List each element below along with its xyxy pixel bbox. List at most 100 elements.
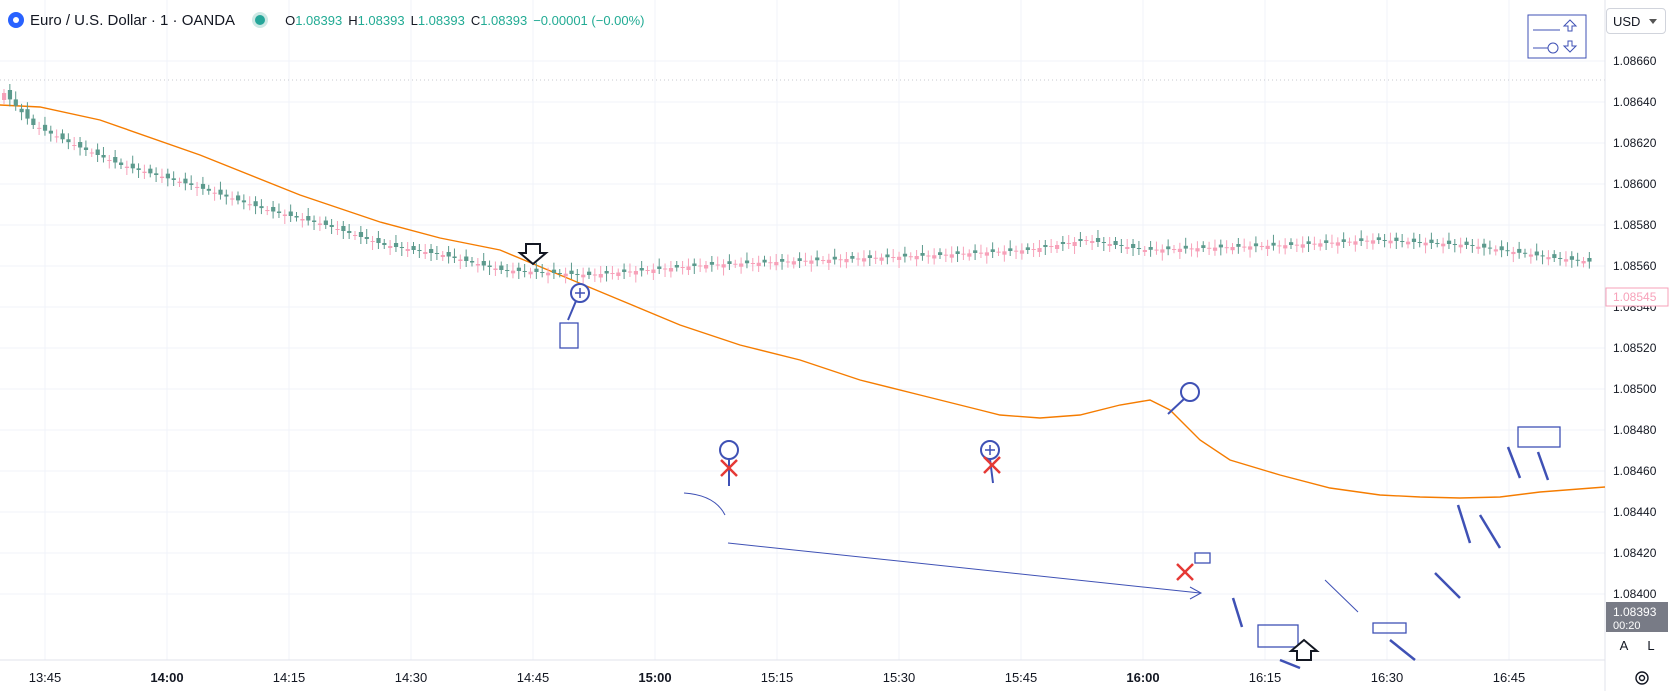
candle-body <box>1148 247 1153 250</box>
candle-body <box>651 269 656 273</box>
candle-body <box>66 139 71 143</box>
candle-body <box>750 263 755 264</box>
candle-body <box>1025 247 1030 250</box>
signal-stem <box>1167 398 1185 415</box>
candle-body <box>1406 241 1411 245</box>
candle-body <box>1482 243 1487 248</box>
range-box <box>559 322 579 349</box>
candle-body <box>780 259 785 262</box>
candle-body <box>1382 240 1387 241</box>
trend-stroke <box>1456 504 1472 544</box>
candle-body <box>1306 241 1311 244</box>
candle-body <box>493 268 498 270</box>
candle-body <box>165 173 170 179</box>
candle-body <box>37 127 42 129</box>
candle-body <box>1277 245 1282 247</box>
candle-body <box>1446 240 1452 244</box>
candle-body <box>516 267 521 271</box>
candle-body <box>1195 248 1200 252</box>
candle-body <box>1575 259 1580 261</box>
candle-body <box>645 270 650 271</box>
candle-body <box>1259 246 1264 247</box>
range-box <box>1517 426 1561 448</box>
candle-body <box>1177 248 1183 252</box>
candle-body <box>1294 244 1300 246</box>
candle-body <box>727 261 732 264</box>
candle-body <box>768 262 773 264</box>
candle-body <box>1528 254 1534 257</box>
trend-stroke <box>1279 658 1301 670</box>
candle-body <box>639 268 644 271</box>
candle-body <box>546 272 551 276</box>
candle-body <box>534 268 539 272</box>
candle-body <box>1253 243 1259 247</box>
legend-arrow-down-icon <box>1562 40 1578 53</box>
candle-body <box>1119 245 1124 246</box>
candle-body <box>990 249 995 252</box>
candle-body <box>236 195 241 201</box>
y-tick-label: 1.08400 <box>1613 587 1657 601</box>
candle-body <box>78 142 83 148</box>
x-tick-label: 15:00 <box>638 670 671 685</box>
candle-body <box>785 261 791 263</box>
candle-body <box>1581 261 1586 264</box>
candle-body <box>388 246 393 248</box>
candle-body <box>973 250 978 253</box>
gear-icon[interactable] <box>1633 669 1651 687</box>
candle-body <box>622 269 627 272</box>
y-tick-label: 1.08580 <box>1613 218 1657 232</box>
candle-body <box>470 261 475 263</box>
candle-body <box>1207 247 1212 249</box>
currency-select[interactable]: USD <box>1606 8 1666 34</box>
x-tick-label: 13:45 <box>29 670 62 685</box>
candle-body <box>587 271 592 275</box>
candle-body <box>797 258 802 261</box>
signal-circle-icon <box>1180 382 1200 402</box>
candle-body <box>1569 256 1574 260</box>
candle-body <box>247 204 252 206</box>
candle-body <box>575 274 580 275</box>
candle-body <box>1113 241 1118 245</box>
candle-body <box>1365 240 1370 242</box>
candle-body <box>411 246 416 250</box>
candle-body <box>1329 242 1335 244</box>
x-tick-label: 14:30 <box>395 670 428 685</box>
candle-body <box>1090 241 1095 243</box>
candle-body <box>224 194 229 197</box>
auto-scale-button[interactable]: A <box>1619 637 1629 653</box>
candle-body <box>417 250 422 251</box>
trend-stroke <box>1231 597 1244 628</box>
candle-body <box>873 257 878 259</box>
candle-body <box>113 157 118 163</box>
candle-body <box>107 160 112 161</box>
candle-body <box>978 252 984 254</box>
candle-body <box>72 145 77 146</box>
candle-body <box>1464 241 1469 245</box>
candle-body <box>1523 252 1528 254</box>
candle-body <box>1002 251 1007 255</box>
candle-body <box>440 255 445 257</box>
candle-body <box>1429 239 1434 243</box>
candle-body <box>610 273 615 274</box>
candle-body <box>370 241 375 242</box>
candle-body <box>879 257 884 261</box>
candle-body <box>1037 248 1042 252</box>
candle-body <box>177 181 182 183</box>
candle-body <box>826 259 832 263</box>
candle-body <box>540 272 545 273</box>
candle-body <box>938 252 943 255</box>
x-tick-label: 16:30 <box>1371 670 1404 685</box>
candle-body <box>54 136 59 138</box>
candle-body <box>926 255 931 257</box>
log-scale-button[interactable]: L <box>1647 637 1655 653</box>
symbol-title[interactable]: Euro / U.S. Dollar · 1 · OANDA <box>30 11 236 29</box>
candle-body <box>487 265 492 267</box>
candle-body <box>592 274 598 276</box>
x-tick-label: 16:00 <box>1126 670 1159 685</box>
candle-body <box>1066 243 1071 244</box>
candle-body <box>633 271 638 275</box>
y-tick-label: 1.08560 <box>1613 259 1657 273</box>
candle-body <box>1043 245 1048 247</box>
candle-body <box>1370 240 1376 244</box>
